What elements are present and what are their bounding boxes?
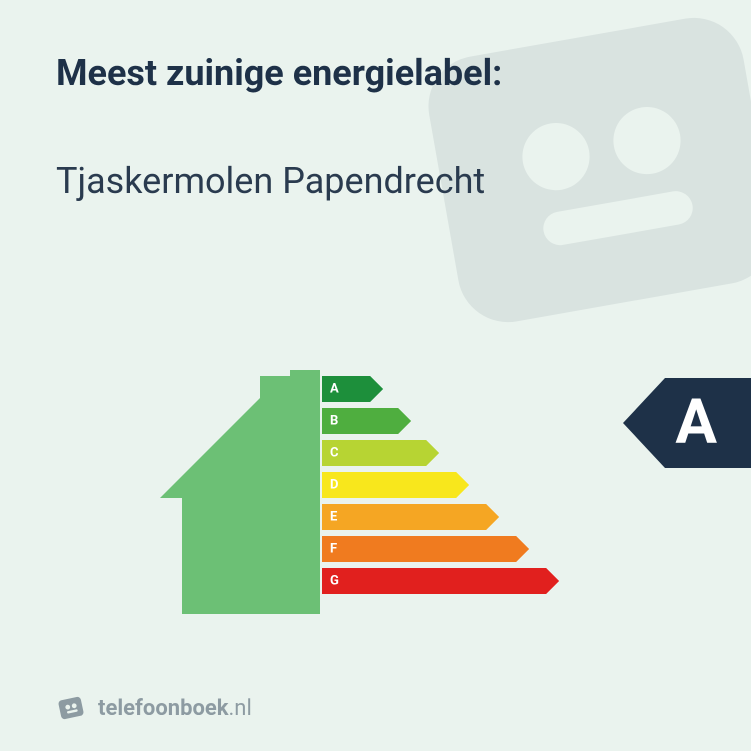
energy-bar-arrow-icon [456, 472, 469, 498]
energy-bars: A B C D E F G [322, 376, 546, 600]
energy-bar-arrow-icon [398, 408, 411, 434]
energy-bar: G [322, 568, 546, 594]
energy-bar-arrow-icon [370, 376, 383, 402]
energy-bar: D [322, 472, 546, 498]
footer-text: telefoonboek.nl [98, 696, 252, 721]
energy-label-chart: A B C D E F G [160, 370, 580, 630]
energy-bar: E [322, 504, 546, 530]
selected-label-badge: A [623, 378, 751, 468]
energy-bar-label: G [330, 574, 339, 589]
energy-bar: F [322, 536, 546, 562]
energy-bar-shape: G [322, 568, 546, 594]
energy-bar-arrow-icon [486, 504, 499, 530]
page-title: Meest zuinige energielabel: [56, 52, 502, 94]
badge-arrow-icon [623, 378, 665, 468]
badge-letter: A [675, 392, 717, 454]
energy-bar-arrow-icon [546, 568, 559, 594]
energy-bar-shape: F [322, 536, 516, 562]
energy-bar-arrow-icon [516, 536, 529, 562]
footer-brand: telefoonboek.nl [56, 693, 252, 723]
energy-bar-shape: D [322, 472, 456, 498]
energy-bar-label: B [330, 414, 338, 429]
footer-brand-name: telefoonboek [98, 696, 229, 721]
energy-bar-label: C [330, 446, 339, 461]
energy-bar-shape: E [322, 504, 486, 530]
energy-bar-shape: C [322, 440, 426, 466]
energy-bar-label: D [330, 478, 338, 493]
energy-bar-shape: B [322, 408, 398, 434]
energy-bar: C [322, 440, 546, 466]
badge-body: A [665, 378, 751, 468]
energy-bar: B [322, 408, 546, 434]
energy-bar-shape: A [322, 376, 370, 402]
phonebook-icon [53, 690, 89, 726]
energy-bar: A [322, 376, 546, 402]
location-name: Tjaskermolen Papendrecht [56, 160, 485, 202]
footer-brand-tld: .nl [229, 696, 252, 721]
energy-bar-arrow-icon [426, 440, 439, 466]
energy-bar-label: F [330, 542, 337, 557]
house-icon [160, 370, 320, 620]
energy-bar-label: A [330, 382, 339, 397]
energy-bar-label: E [330, 510, 337, 525]
